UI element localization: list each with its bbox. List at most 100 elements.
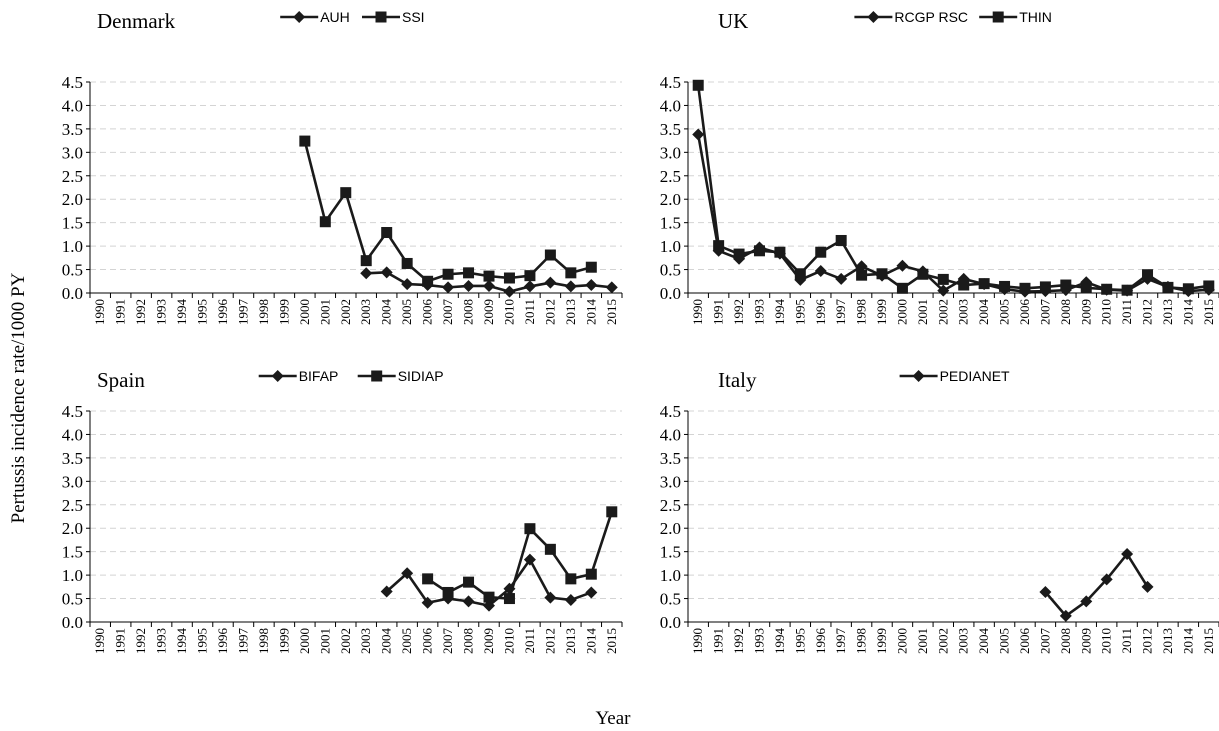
data-point-bifap <box>462 595 475 608</box>
data-point-bifap <box>544 591 557 604</box>
data-point-rcgp-rsc <box>692 128 705 141</box>
x-tick-label: 1992 <box>133 628 148 654</box>
data-point-auh <box>564 280 577 293</box>
x-tick-label: 1997 <box>235 628 250 655</box>
x-tick-label: 1990 <box>92 628 107 654</box>
legend-marker-bifap <box>271 370 284 382</box>
data-point-rcgp-rsc <box>896 259 909 272</box>
x-tick-label: 2006 <box>1017 299 1032 326</box>
data-point-thin <box>753 245 765 257</box>
x-tick-label: 2015 <box>604 628 619 654</box>
x-tick-label: 2015 <box>1201 299 1216 325</box>
y-tick-label: 4.0 <box>660 425 681 444</box>
x-tick-label: 2012 <box>542 299 557 325</box>
x-tick-label: 2003 <box>956 628 971 654</box>
x-tick-label: 1994 <box>772 628 787 655</box>
x-tick-label: 1995 <box>792 628 807 654</box>
data-point-auh <box>605 281 618 294</box>
data-point-ssi <box>299 135 311 147</box>
x-tick-label: 2002 <box>935 628 950 654</box>
x-tick-label: 2006 <box>1017 628 1032 655</box>
data-point-ssi <box>544 249 556 261</box>
y-tick-label: 2.0 <box>62 519 83 538</box>
x-tick-label: 2007 <box>440 628 455 655</box>
y-tick-label: 0.5 <box>660 261 681 280</box>
data-point-auh <box>523 280 536 293</box>
data-point-thin <box>896 282 908 294</box>
data-point-sidiap <box>483 591 495 603</box>
data-point-sidiap <box>544 543 556 555</box>
y-tick-label: 2.5 <box>62 167 83 186</box>
x-tick-label: 2003 <box>956 299 971 325</box>
x-tick-label: 2015 <box>1201 628 1216 654</box>
series-line-pedianet <box>1044 552 1149 618</box>
legend-marker-thin <box>992 11 1004 23</box>
chart-title: Spain <box>97 368 145 392</box>
chart-panel-spain: 0.0 0.5 1.0 1.5 2.0 2.5 3.0 3.5 4.0 4.5 1990 1991 19… <box>62 368 623 655</box>
x-tick-label: 2009 <box>1078 628 1093 654</box>
data-point-bifap <box>380 585 393 598</box>
y-tick-label: 1.5 <box>62 214 83 233</box>
data-point-sidiap <box>585 568 597 580</box>
x-tick-label: 2006 <box>420 299 435 326</box>
x-tick-label: 2009 <box>481 628 496 654</box>
y-tick-label: 0.0 <box>62 613 83 632</box>
x-tick-label: 2002 <box>338 299 353 325</box>
legend: RCGP RSC THIN <box>854 9 1052 25</box>
data-point-pedianet <box>1039 585 1052 598</box>
x-tick-label: 1996 <box>215 628 230 655</box>
data-point-pedianet <box>1121 548 1134 561</box>
x-tick-label: 1995 <box>195 628 210 654</box>
data-point-sidiap <box>442 586 454 598</box>
x-tick-label: 1991 <box>113 628 128 654</box>
legend-label-pedianet: PEDIANET <box>940 368 1010 384</box>
x-tick-label: 2004 <box>379 299 394 326</box>
x-tick-label: 1996 <box>215 299 230 326</box>
x-tick-label: 1991 <box>711 299 726 325</box>
x-tick-label: 1990 <box>92 299 107 325</box>
data-point-thin <box>958 279 970 291</box>
x-tick-label: 2013 <box>563 628 578 654</box>
data-point-auh <box>544 276 557 289</box>
x-tick-label: 1992 <box>731 299 746 325</box>
y-tick-label: 3.0 <box>660 472 681 491</box>
y-tick-label: 0.5 <box>660 590 681 609</box>
data-point-auh <box>401 278 414 291</box>
data-point-ssi <box>442 268 454 280</box>
x-tick-label: 2014 <box>1180 299 1195 326</box>
data-point-pedianet <box>1141 580 1154 593</box>
x-tick-label: 2005 <box>399 628 414 654</box>
data-point-thin <box>733 248 745 260</box>
x-tick-label: 1993 <box>154 628 169 654</box>
x-tick-label: 1998 <box>854 299 869 325</box>
x-tick-label: 2013 <box>1160 628 1175 654</box>
data-point-ssi <box>524 270 536 282</box>
data-point-ssi <box>463 267 475 279</box>
y-tick-label: 4.5 <box>660 402 681 421</box>
data-point-ssi <box>483 270 495 282</box>
legend-label-bifap: BIFAP <box>299 368 339 384</box>
x-tick-label: 2011 <box>1119 299 1134 325</box>
x-tick-label: 2008 <box>461 299 476 325</box>
x-tick-label: 2007 <box>1037 628 1052 655</box>
series-line-sidiap <box>426 511 614 600</box>
y-tick-label: 4.5 <box>660 73 681 92</box>
data-point-auh <box>585 279 598 292</box>
data-point-thin <box>999 280 1011 292</box>
series-line-thin <box>696 85 1209 292</box>
x-tick-label: 2008 <box>1058 299 1073 325</box>
y-tick-label: 1.0 <box>62 237 83 256</box>
x-tick-label: 2010 <box>1099 628 1114 654</box>
data-point-bifap <box>585 586 598 599</box>
data-point-ssi <box>340 187 352 199</box>
legend-marker-sidiap <box>371 370 383 382</box>
x-tick-label: 2006 <box>420 628 435 655</box>
y-tick-label: 3.5 <box>62 120 83 139</box>
y-tick-label: 3.0 <box>62 143 83 162</box>
data-point-auh <box>442 281 455 294</box>
data-point-bifap <box>523 553 536 566</box>
y-tick-label: 0.0 <box>62 284 83 303</box>
x-tick-label: 2001 <box>317 299 332 325</box>
data-point-sidiap <box>565 573 577 585</box>
x-tick-label: 1991 <box>113 299 128 325</box>
